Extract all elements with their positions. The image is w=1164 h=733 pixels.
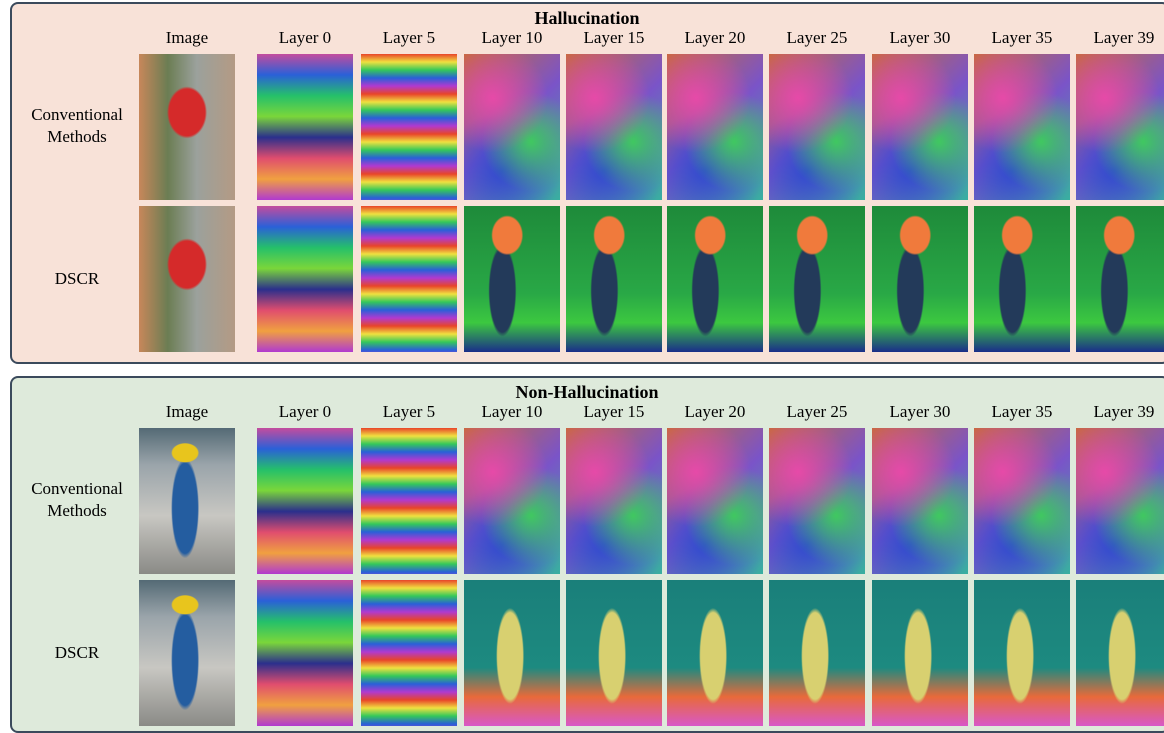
column-header: Layer 10 xyxy=(457,28,567,48)
feature-map xyxy=(974,54,1070,200)
column-header: Layer 5 xyxy=(354,402,464,422)
feature-map xyxy=(1076,54,1164,200)
feature-map xyxy=(361,580,457,726)
panel-title: Hallucination xyxy=(12,8,1162,29)
input-image xyxy=(139,54,235,200)
feature-map xyxy=(464,580,560,726)
feature-map xyxy=(974,580,1070,726)
column-header: Layer 15 xyxy=(559,402,669,422)
feature-map xyxy=(257,428,353,574)
feature-map xyxy=(257,206,353,352)
feature-map xyxy=(667,206,763,352)
feature-map xyxy=(1076,580,1164,726)
feature-map xyxy=(769,580,865,726)
feature-map xyxy=(566,580,662,726)
column-header: Layer 15 xyxy=(559,28,669,48)
feature-map xyxy=(872,206,968,352)
feature-map xyxy=(769,54,865,200)
feature-map xyxy=(361,428,457,574)
column-header: Layer 39 xyxy=(1069,402,1164,422)
column-header: Layer 20 xyxy=(660,402,770,422)
feature-map xyxy=(1076,428,1164,574)
input-image xyxy=(139,206,235,352)
feature-map xyxy=(667,54,763,200)
row-label: Conventional Methods xyxy=(16,104,138,148)
feature-map xyxy=(872,428,968,574)
feature-map xyxy=(464,54,560,200)
feature-map xyxy=(667,580,763,726)
column-header: Layer 35 xyxy=(967,402,1077,422)
panel-title: Non-Hallucination xyxy=(12,382,1162,403)
feature-map xyxy=(566,206,662,352)
column-header: Layer 25 xyxy=(762,28,872,48)
row-label: Conventional Methods xyxy=(16,478,138,522)
feature-map xyxy=(974,428,1070,574)
feature-map xyxy=(464,206,560,352)
column-header: Layer 20 xyxy=(660,28,770,48)
column-header: Layer 0 xyxy=(250,402,360,422)
feature-map xyxy=(257,54,353,200)
input-image xyxy=(139,580,235,726)
feature-map xyxy=(667,428,763,574)
column-header: Layer 0 xyxy=(250,28,360,48)
feature-map xyxy=(464,428,560,574)
feature-map xyxy=(1076,206,1164,352)
column-header: Layer 10 xyxy=(457,402,567,422)
input-image xyxy=(139,428,235,574)
column-header: Layer 39 xyxy=(1069,28,1164,48)
feature-map xyxy=(566,428,662,574)
feature-map xyxy=(974,206,1070,352)
feature-map xyxy=(872,580,968,726)
feature-map xyxy=(566,54,662,200)
feature-map xyxy=(361,54,457,200)
page: Hallucination ImageLayer 0Layer 5Layer 1… xyxy=(0,0,1164,733)
column-header: Layer 5 xyxy=(354,28,464,48)
column-header: Layer 30 xyxy=(865,402,975,422)
feature-map xyxy=(769,206,865,352)
column-header: Image xyxy=(132,402,242,422)
feature-map xyxy=(769,428,865,574)
feature-map xyxy=(257,580,353,726)
row-label: DSCR xyxy=(16,642,138,664)
column-header: Layer 35 xyxy=(967,28,1077,48)
column-header: Layer 25 xyxy=(762,402,872,422)
row-label: DSCR xyxy=(16,268,138,290)
feature-map xyxy=(872,54,968,200)
feature-map xyxy=(361,206,457,352)
column-header: Layer 30 xyxy=(865,28,975,48)
column-header: Image xyxy=(132,28,242,48)
